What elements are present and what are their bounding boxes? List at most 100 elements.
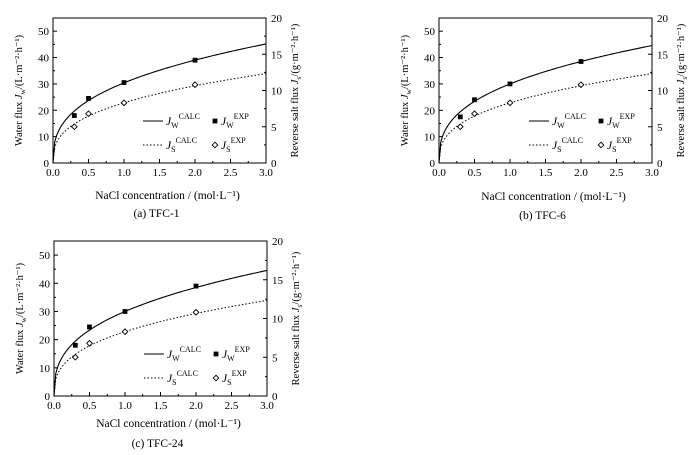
water-flux-exp-point [192, 57, 198, 63]
water-flux-exp-point [122, 309, 128, 314]
y-left-tick-label: 50 [38, 26, 50, 38]
water-flux-calc-line [52, 43, 267, 164]
salt-flux-exp-point [85, 110, 92, 118]
y-right-tick-label: 0 [271, 158, 277, 170]
salt-flux-exp-point [506, 99, 514, 107]
x-tick-label: 0.5 [468, 167, 482, 179]
legend-js-exp: JSEXP [221, 136, 246, 154]
x-axis-label: NaCl concentration / (mol·L⁻¹) [95, 190, 240, 202]
y-right-tick-label: 15 [657, 49, 669, 61]
y-right-axis-label: Reverse salt flux Js/(g·m⁻²·h⁻¹) [291, 251, 304, 385]
salt-flux-exp-point [70, 123, 78, 131]
x-axis-label: NaCl concentration / (mol·L⁻¹) [96, 418, 241, 430]
legend-jw-exp: JWEXP [222, 345, 250, 363]
salt-flux-exp-point [192, 308, 200, 316]
x-tick-label: 2.5 [225, 400, 239, 412]
legend-jw-calc: JWCALC [552, 112, 586, 130]
legend-jw-exp: JWEXP [607, 112, 635, 130]
salt-flux-exp-point [577, 81, 585, 89]
y-left-tick-label: 0 [45, 391, 51, 403]
legend-marker-js-exp [211, 141, 219, 149]
legend-js-calc: JSCALC [166, 136, 197, 154]
y-left-tick-label: 30 [38, 79, 50, 91]
y-left-tick-label: 30 [39, 306, 51, 318]
x-tick-label: 2.0 [189, 400, 203, 412]
y-right-tick-label: 5 [271, 122, 277, 134]
y-left-tick-label: 10 [424, 132, 436, 144]
y-right-tick-label: 15 [272, 275, 284, 287]
legend-jw-calc: JWCALC [166, 112, 200, 130]
salt-flux-exp-point [71, 353, 79, 361]
y-left-tick-label: 10 [39, 363, 51, 375]
water-flux-exp-point [72, 342, 78, 348]
y-left-tick-label: 10 [38, 132, 50, 144]
y-left-tick-label: 30 [424, 79, 436, 91]
salt-flux-exp-point [191, 81, 199, 89]
y-right-tick-label: 5 [657, 122, 663, 134]
x-tick-label: 2.5 [610, 167, 624, 179]
legend-marker-js-exp [597, 141, 605, 149]
x-tick-label: 2.5 [224, 167, 238, 179]
x-tick-label: 0.0 [46, 167, 60, 179]
x-tick-label: 2.0 [188, 167, 202, 179]
water-flux-calc-line [438, 45, 653, 164]
water-flux-exp-point [71, 113, 77, 118]
legend-js-exp: JSEXP [222, 369, 247, 387]
salt-flux-exp-point [456, 123, 464, 131]
y-left-tick-label: 20 [39, 335, 51, 347]
x-tick-label: 1.0 [117, 167, 131, 179]
salt-flux-exp-point [86, 339, 93, 347]
chart-panel-1: 0.0 0.5 1.0 1.5 2.0 2.5 3.00102030405005101520… [14, 13, 303, 220]
y-left-tick-label: 40 [38, 53, 50, 65]
y-left-tick-label: 0 [44, 158, 50, 170]
x-tick-label: 0.0 [47, 400, 61, 412]
x-tick-label: 0.5 [83, 400, 97, 412]
x-tick-label: 1.5 [539, 167, 553, 179]
y-right-tick-label: 5 [272, 352, 278, 364]
y-left-tick-label: 0 [430, 158, 436, 170]
y-left-tick-label: 20 [38, 105, 50, 117]
y-right-tick-label: 10 [657, 86, 669, 98]
legend-js-calc: JSCALC [552, 136, 583, 154]
water-flux-exp-point [121, 80, 127, 85]
water-flux-calc-line [53, 269, 268, 397]
x-tick-label: 2.0 [574, 167, 588, 179]
x-tick-label: 3.0 [645, 167, 659, 179]
chart-panel-2: 0.0 0.5 1.0 1.5 2.0 2.5 3.00102030405005101520… [400, 13, 689, 222]
y-right-tick-label: 10 [271, 86, 283, 98]
y-right-tick-label: 20 [657, 13, 669, 25]
panel-caption: (c) TFC-24 [132, 438, 184, 450]
y-left-tick-label: 40 [424, 53, 436, 65]
water-flux-exp-point [86, 96, 91, 101]
y-right-tick-label: 0 [272, 391, 278, 403]
salt-flux-exp-point [471, 110, 478, 118]
water-flux-exp-point [472, 97, 477, 103]
y-left-axis-label: Water flux Jw/(L·m⁻²·h⁻¹) [15, 262, 28, 374]
y-left-axis-label: Water flux Jw/(L·m⁻²·h⁻¹) [400, 34, 413, 146]
y-right-tick-label: 0 [657, 158, 663, 170]
water-flux-exp-point [193, 283, 199, 289]
legend-js-exp: JSEXP [607, 136, 632, 154]
y-right-tick-label: 15 [271, 49, 283, 61]
panel-caption: (b) TFC-6 [519, 210, 566, 222]
legend-jw-calc: JWCALC [167, 345, 201, 363]
x-tick-label: 1.5 [154, 400, 168, 412]
y-right-tick-label: 20 [272, 236, 284, 248]
salt-flux-exp-point [120, 99, 128, 107]
legend-js-calc: JSCALC [167, 369, 198, 387]
x-tick-label: 1.0 [118, 400, 132, 412]
water-flux-exp-point [507, 81, 513, 87]
y-left-axis-label: Water flux Jw/(L·m⁻²·h⁻¹) [14, 34, 27, 146]
salt-flux-calc-line [53, 299, 268, 397]
y-left-tick-label: 40 [39, 278, 51, 290]
salt-flux-exp-point [121, 328, 129, 336]
y-right-axis-label: Reverse salt flux Js/(g·m⁻²·h⁻¹) [290, 23, 303, 157]
water-flux-exp-point [457, 114, 463, 120]
chart-panel-3: 0.0 0.5 1.0 1.5 2.0 2.5 3.00102030405005101520… [15, 236, 304, 450]
x-tick-label: 1.0 [503, 167, 517, 179]
x-tick-label: 3.0 [259, 167, 273, 179]
legend-marker-js-exp [212, 374, 220, 382]
x-tick-label: 1.5 [153, 167, 167, 179]
y-right-tick-label: 20 [271, 13, 283, 25]
